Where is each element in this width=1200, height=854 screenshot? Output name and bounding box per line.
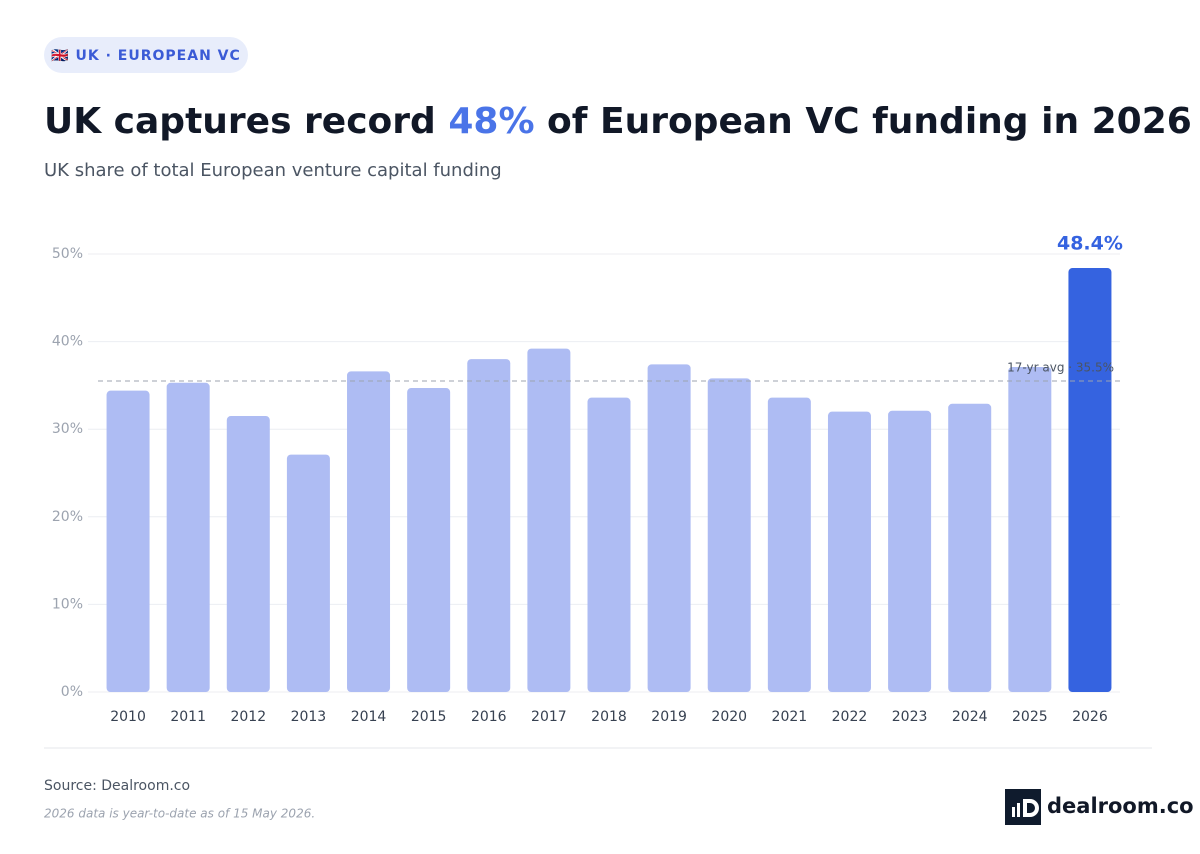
y-tick-label: 0% <box>61 684 83 700</box>
bar <box>767 397 811 692</box>
x-tick-label: 2022 <box>832 709 868 725</box>
badge: 🇬🇧 UK · EUROPEAN VC <box>51 48 241 64</box>
bar <box>888 410 932 692</box>
bar <box>347 371 391 692</box>
title-part: UK captures record <box>44 101 448 142</box>
subtitle: UK share of total European venture capit… <box>44 160 502 181</box>
x-tick-label: 2012 <box>230 709 266 725</box>
x-tick-label: 2020 <box>711 709 747 725</box>
y-tick-label: 30% <box>52 421 83 437</box>
bar <box>226 416 270 692</box>
y-tick-label: 20% <box>52 509 83 525</box>
x-tick-label: 2014 <box>351 709 387 725</box>
bar <box>647 364 691 692</box>
bar <box>166 382 210 692</box>
x-tick-label: 2016 <box>471 709 507 725</box>
y-tick-label: 40% <box>52 334 83 350</box>
x-tick-label: 2011 <box>170 709 206 725</box>
bar <box>407 388 451 692</box>
x-tick-label: 2019 <box>651 709 687 725</box>
x-tick-label: 2025 <box>1012 709 1048 725</box>
x-tick-label: 2021 <box>772 709 808 725</box>
x-tick-label: 2015 <box>411 709 447 725</box>
bar <box>1068 268 1112 692</box>
bar <box>467 359 511 692</box>
x-tick-label: 2026 <box>1072 709 1108 725</box>
badge-bg <box>44 37 248 73</box>
title-part: of European VC funding in 2026 <box>535 101 1192 142</box>
y-tick-label: 50% <box>52 246 83 262</box>
source: Source: Dealroom.co <box>44 778 190 794</box>
bar <box>827 411 871 692</box>
bar <box>286 454 330 692</box>
bar <box>527 348 571 692</box>
bar <box>948 403 992 692</box>
logo-text: dealroom.co <box>1047 794 1194 818</box>
x-tick-label: 2024 <box>952 709 988 725</box>
x-tick-label: 2023 <box>892 709 928 725</box>
x-tick-label: 2010 <box>110 709 146 725</box>
bar <box>707 378 751 692</box>
logo-icon <box>1005 789 1041 825</box>
bar <box>587 397 631 692</box>
x-tick-label: 2013 <box>291 709 327 725</box>
average-label: 17-yr avg · 35.5% <box>1007 361 1114 375</box>
y-tick-label: 10% <box>52 596 83 612</box>
bar <box>106 390 150 692</box>
chart-title: UK captures record 48% of European VC fu… <box>44 101 1192 142</box>
x-tick-label: 2017 <box>531 709 567 725</box>
note: 2026 data is year-to-date as of 15 May 2… <box>44 807 315 821</box>
title-highlight: 48% <box>448 101 534 142</box>
bar <box>1008 367 1052 692</box>
x-tick-label: 2018 <box>591 709 627 725</box>
value-label: 48.4% <box>1057 233 1123 255</box>
